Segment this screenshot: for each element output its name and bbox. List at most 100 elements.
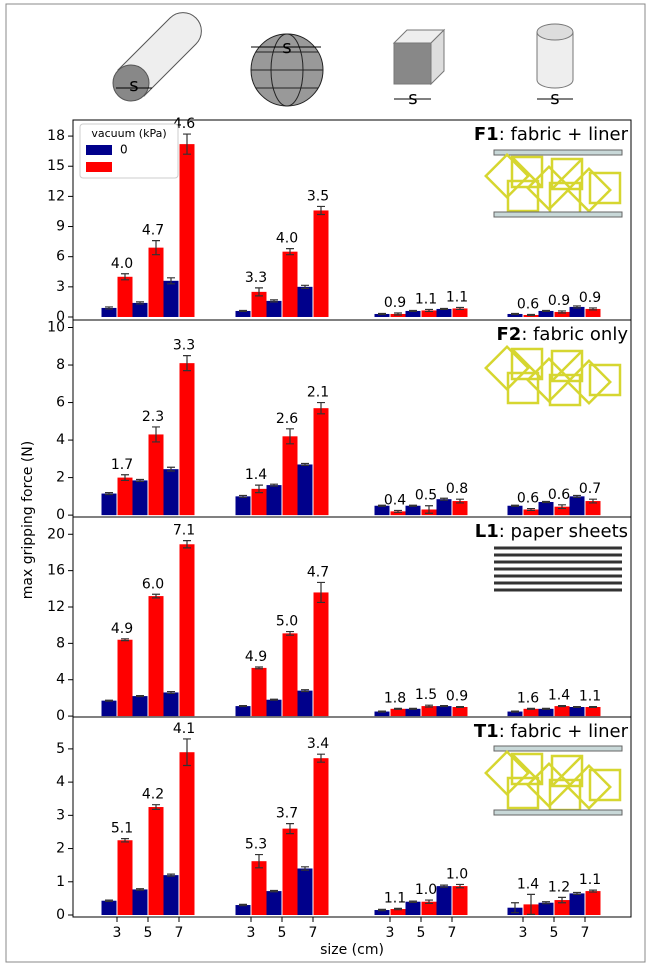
bar bbox=[180, 752, 195, 915]
ratio-label: 0.5 bbox=[415, 488, 437, 504]
x-tick-label: 5 bbox=[144, 925, 153, 941]
bar bbox=[406, 902, 421, 915]
error-bar bbox=[440, 706, 448, 707]
panel-code: L1 bbox=[475, 521, 499, 542]
x-tick-label: 7 bbox=[581, 925, 590, 941]
icon-cylinder-lying bbox=[113, 13, 201, 101]
bar bbox=[437, 309, 452, 317]
ratio-label: 4.7 bbox=[142, 223, 164, 239]
ratio-label: 4.7 bbox=[307, 564, 329, 580]
error-bar bbox=[456, 707, 464, 708]
y-tick-label: 12 bbox=[47, 188, 65, 204]
bar bbox=[570, 496, 585, 515]
ratio-label: 7.1 bbox=[173, 523, 195, 539]
ratio-label: 0.4 bbox=[384, 492, 406, 508]
ratio-label: 1.2 bbox=[548, 879, 570, 895]
panel-description: : paper sheets bbox=[499, 521, 628, 542]
ratio-label: 2.3 bbox=[142, 409, 164, 425]
ratio-label: 0.9 bbox=[384, 295, 406, 311]
bar bbox=[406, 709, 421, 716]
error-bar bbox=[378, 711, 386, 712]
bar bbox=[570, 707, 585, 716]
error-bar bbox=[558, 311, 566, 313]
ratio-label: 1.1 bbox=[415, 291, 437, 307]
bar bbox=[539, 709, 554, 716]
error-bar bbox=[255, 667, 263, 669]
error-bar bbox=[589, 308, 597, 310]
bar bbox=[283, 633, 298, 716]
ratio-label: 5.0 bbox=[276, 614, 298, 630]
y-tick-label: 5 bbox=[56, 741, 65, 757]
x-tick-label: 7 bbox=[309, 925, 318, 941]
ratio-label: 1.7 bbox=[111, 457, 133, 473]
y-tick-label: 2 bbox=[56, 841, 65, 857]
bar bbox=[102, 701, 117, 716]
panel-label: F2: fabric only bbox=[496, 324, 628, 345]
panel-illustration bbox=[486, 150, 622, 815]
bar bbox=[252, 668, 267, 716]
x-tick-label: 7 bbox=[175, 925, 184, 941]
panel-label: L1: paper sheets bbox=[475, 521, 628, 542]
ratio-label: 1.8 bbox=[384, 690, 406, 706]
ratio-label: 2.6 bbox=[276, 411, 298, 427]
error-bar bbox=[558, 706, 566, 707]
error-bar bbox=[542, 708, 550, 709]
bar bbox=[298, 868, 313, 915]
ratio-label: 6.0 bbox=[142, 576, 164, 592]
bar bbox=[118, 640, 133, 716]
error-bar bbox=[409, 505, 417, 506]
bar bbox=[133, 889, 148, 915]
bar bbox=[149, 248, 164, 317]
error-bar bbox=[378, 313, 386, 314]
y-tick-label: 4 bbox=[56, 672, 65, 688]
error-bar bbox=[409, 708, 417, 709]
bar bbox=[164, 875, 179, 915]
panel-label: T1: fabric + liner bbox=[474, 721, 629, 742]
bar bbox=[314, 408, 329, 515]
y-tick-label: 8 bbox=[56, 635, 65, 651]
bar bbox=[298, 691, 313, 716]
error-bar bbox=[527, 314, 535, 315]
error-bar bbox=[239, 706, 247, 707]
bar bbox=[508, 506, 523, 515]
ratio-label: 4.9 bbox=[245, 649, 267, 665]
panel-label: F1: fabric + liner bbox=[474, 124, 629, 145]
bar bbox=[180, 144, 195, 317]
dimension-label: s bbox=[129, 75, 138, 96]
y-tick-label: 6 bbox=[56, 395, 65, 411]
panel-description: : fabric + liner bbox=[499, 721, 629, 742]
ratio-label: 1.4 bbox=[548, 688, 570, 704]
ratio-label: 0.8 bbox=[446, 481, 468, 497]
error-bar bbox=[511, 711, 519, 712]
figure: s s s s max gripping force (N) bbox=[0, 0, 651, 973]
x-tick-label: 3 bbox=[247, 925, 256, 941]
icon-cube bbox=[394, 30, 444, 99]
bar bbox=[149, 596, 164, 716]
bar bbox=[314, 592, 329, 716]
ratio-label: 1.1 bbox=[579, 689, 601, 705]
legend-swatch bbox=[86, 145, 112, 155]
legend-title: vacuum (kPa) bbox=[91, 127, 166, 140]
bar bbox=[539, 903, 554, 915]
ratio-label: 3.4 bbox=[307, 736, 329, 752]
bar bbox=[298, 464, 313, 515]
panel-code: F1 bbox=[474, 124, 499, 145]
ratio-label: 0.6 bbox=[548, 487, 570, 503]
error-bar bbox=[105, 700, 113, 701]
error-bar bbox=[573, 707, 581, 708]
y-tick-label: 16 bbox=[47, 563, 65, 579]
bar bbox=[118, 840, 133, 915]
bar bbox=[586, 891, 601, 915]
bar bbox=[555, 706, 570, 716]
x-tick-label: 7 bbox=[448, 925, 457, 941]
bar bbox=[133, 480, 148, 515]
bar bbox=[267, 891, 282, 915]
ratio-label: 2.1 bbox=[307, 385, 329, 401]
bar bbox=[252, 861, 267, 915]
ratio-label: 0.9 bbox=[579, 290, 601, 306]
bar bbox=[267, 485, 282, 515]
x-tick-label: 3 bbox=[386, 925, 395, 941]
bar bbox=[133, 303, 148, 317]
ratio-label: 3.7 bbox=[276, 806, 298, 822]
bar bbox=[283, 829, 298, 915]
